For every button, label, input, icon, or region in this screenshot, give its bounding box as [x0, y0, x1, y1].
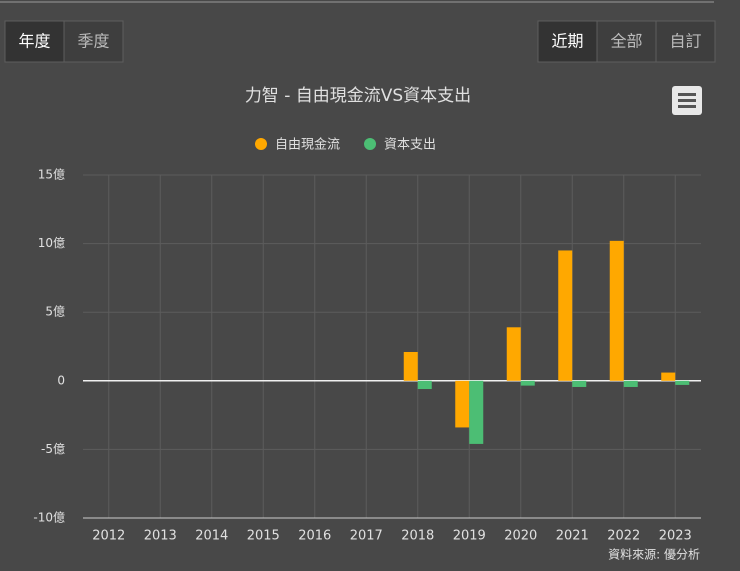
legend-label: 自由現金流	[275, 137, 340, 153]
x-tick-label: 2012	[92, 529, 125, 544]
x-tick-label: 2019	[453, 529, 486, 544]
button[interactable]	[596, 20, 657, 63]
legend-marker	[255, 138, 267, 150]
x-tick-label: 2022	[607, 529, 640, 544]
bar	[403, 351, 418, 381]
bar	[623, 380, 638, 387]
y-tick-label: 5億	[45, 305, 65, 319]
button-label[interactable]: 近期	[551, 32, 583, 51]
bar	[572, 380, 587, 387]
x-tick-label: 2023	[659, 529, 692, 544]
button-label[interactable]: 季度	[77, 32, 109, 51]
bar	[609, 240, 624, 381]
range-buttons: 近期 全部 自訂	[537, 20, 716, 63]
y-tick-label: -5億	[41, 442, 65, 456]
x-tick-label: 2013	[144, 529, 177, 544]
y-tick-label: 0	[57, 373, 65, 387]
x-tick-label: 2020	[504, 529, 537, 544]
chart-title: 力智 - 自由現金流VS資本支出	[245, 86, 471, 106]
button[interactable]	[537, 20, 598, 63]
bar	[417, 380, 432, 390]
bar	[506, 327, 521, 381]
x-tick-label: 2016	[298, 529, 331, 544]
menu-button[interactable]	[672, 86, 702, 115]
x-tick-label: 2017	[350, 529, 383, 544]
menu-bar	[678, 105, 696, 108]
source: 資料來源: 優分析	[608, 548, 700, 562]
x-tick-label: 2021	[556, 529, 589, 544]
y-tick-label: 15億	[38, 168, 65, 182]
menu-bar	[678, 93, 696, 96]
button[interactable]	[655, 20, 716, 63]
bar	[469, 380, 484, 444]
button-label[interactable]: 全部	[610, 32, 642, 51]
x-tick-label: 2015	[247, 529, 280, 544]
x-tick-label: 2018	[401, 529, 434, 544]
period-buttons: 年度 季度	[4, 20, 124, 63]
bar	[675, 380, 690, 385]
button[interactable]	[63, 20, 124, 63]
button[interactable]	[4, 20, 65, 63]
legend-label: 資本支出	[384, 138, 436, 153]
bar	[520, 380, 535, 386]
button-label[interactable]: 自訂	[669, 32, 701, 51]
y-tick-label: -10億	[33, 511, 65, 525]
bar	[455, 380, 470, 428]
button-label[interactable]: 年度	[18, 32, 50, 51]
menu-bar	[678, 99, 696, 102]
legend-marker	[364, 138, 377, 150]
bar	[558, 250, 573, 381]
y-tick-label: 10億	[38, 236, 65, 250]
x-tick-label: 2014	[195, 529, 228, 544]
bar	[661, 372, 676, 381]
